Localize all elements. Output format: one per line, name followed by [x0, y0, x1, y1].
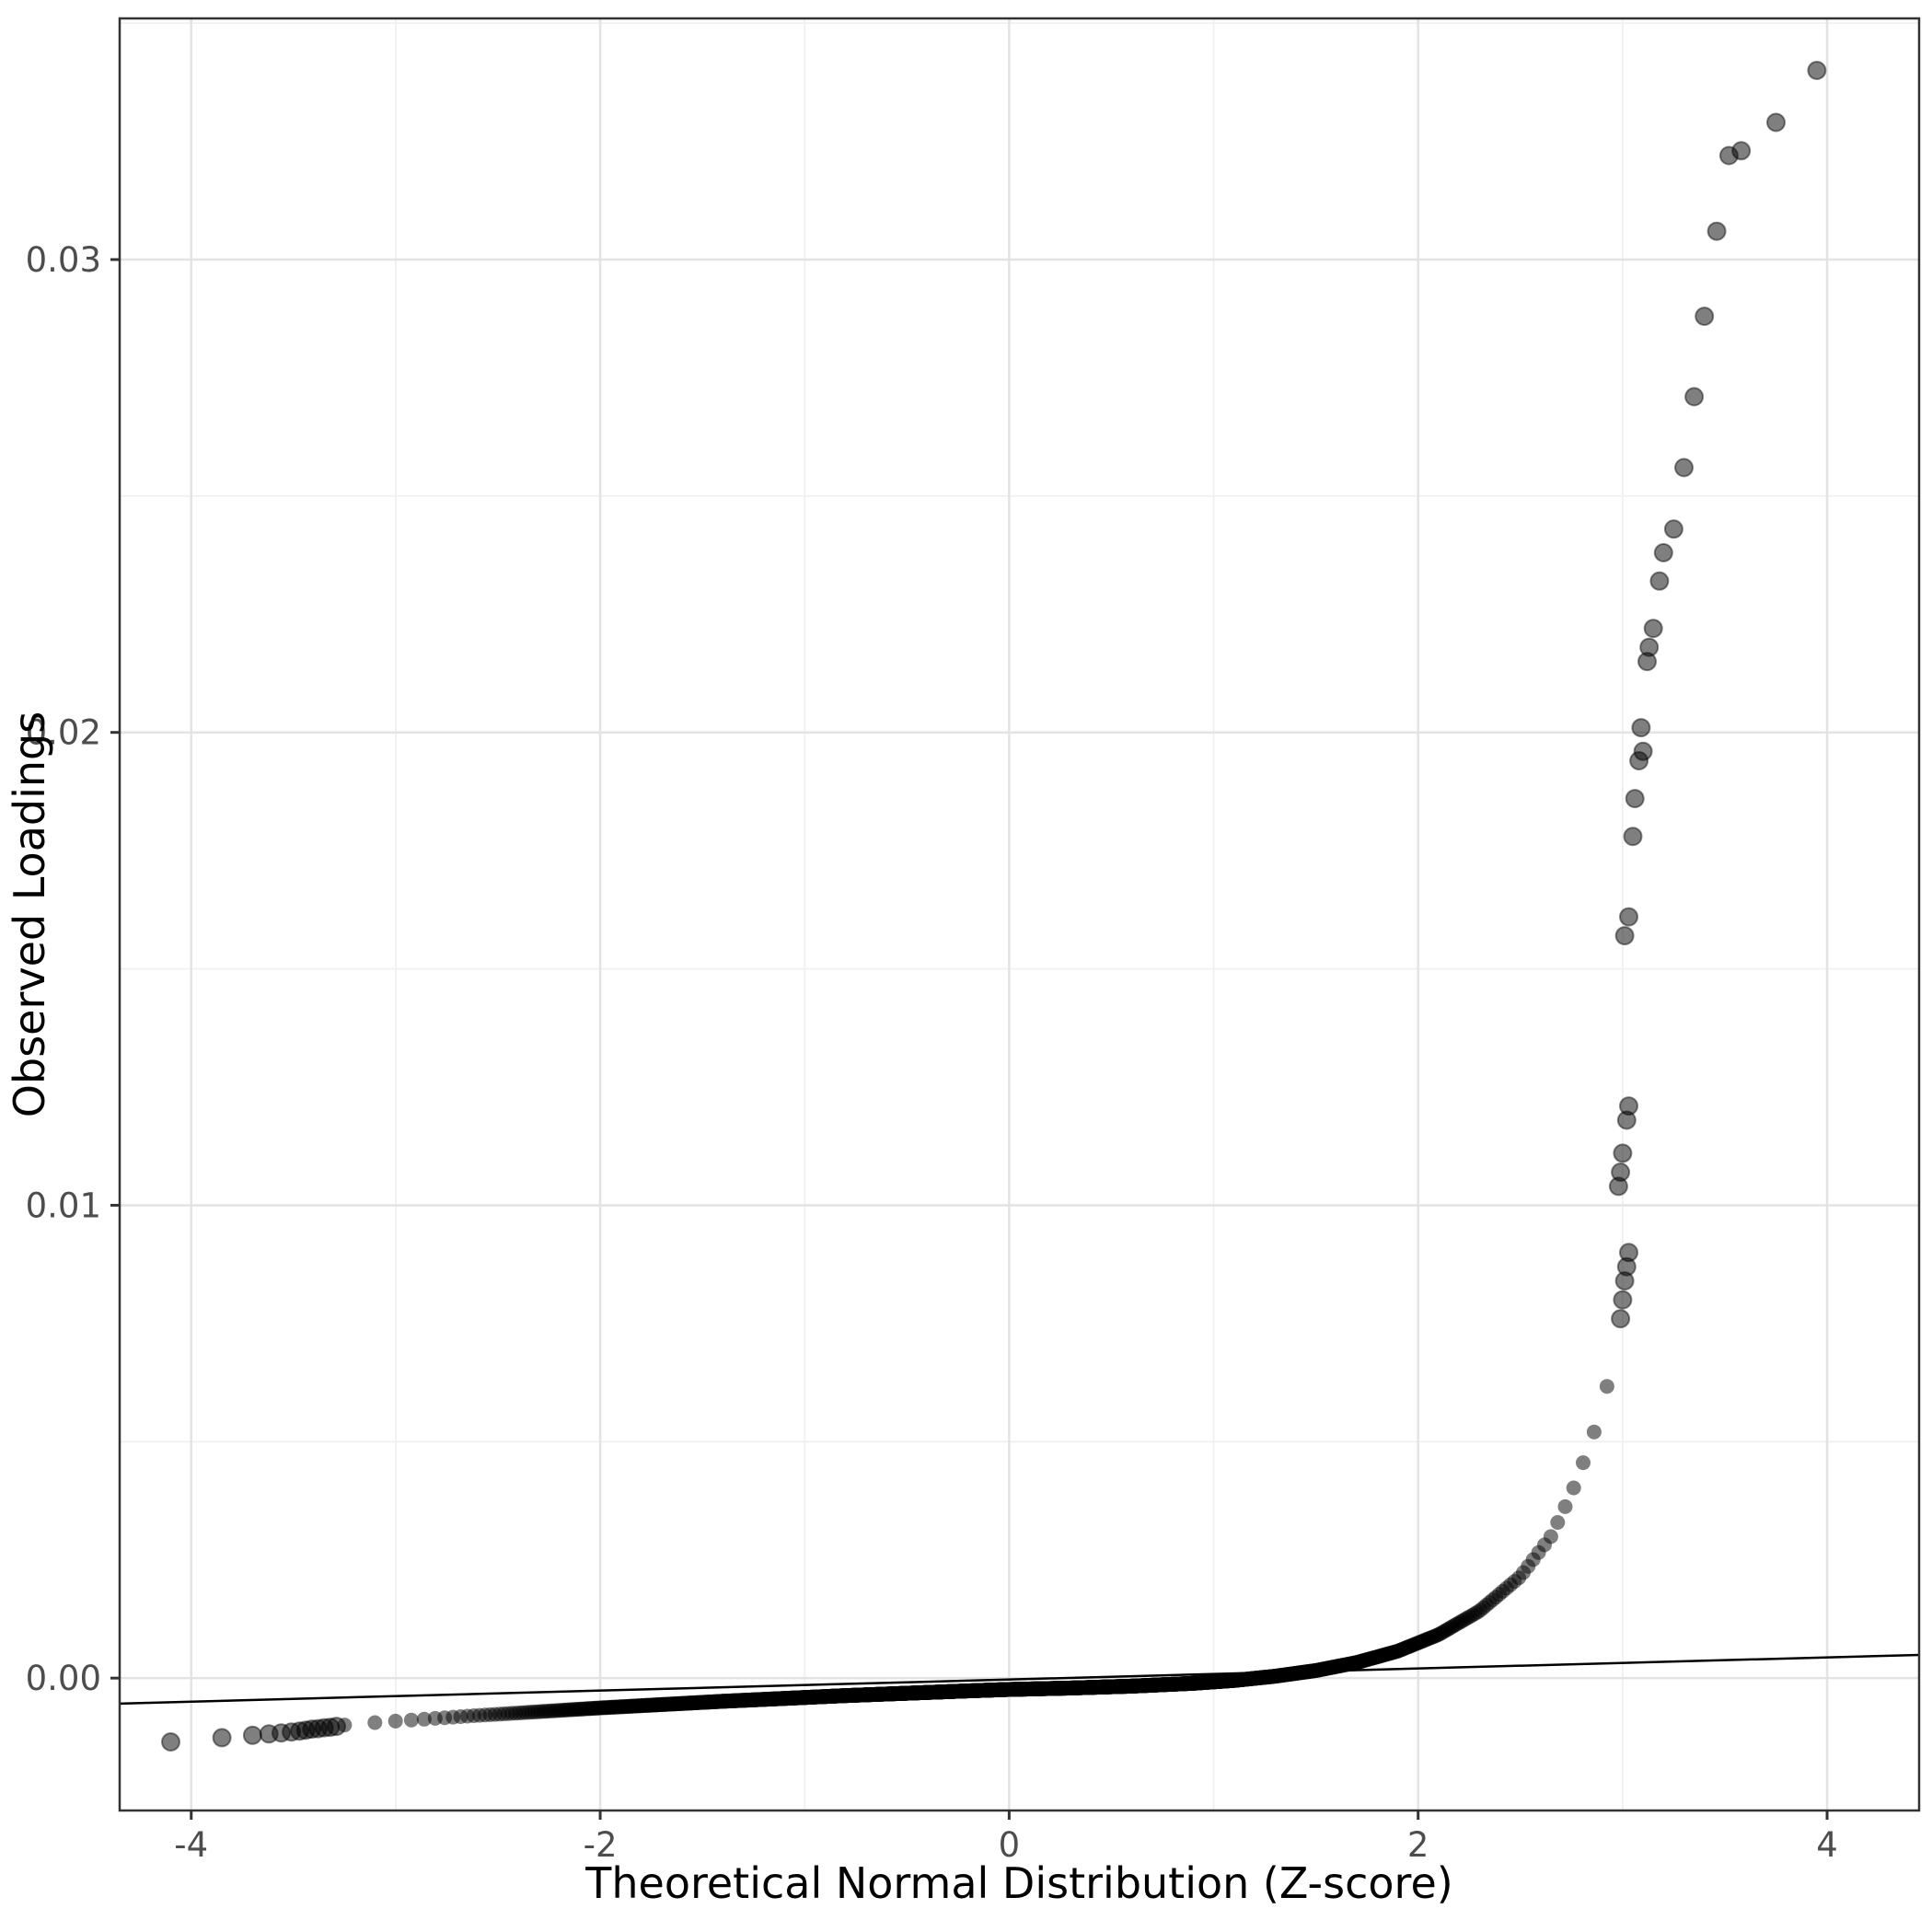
data-point	[1613, 1143, 1633, 1163]
left-tail-points	[161, 1717, 346, 1752]
x-tick-label: -4	[174, 1825, 208, 1865]
data-point	[388, 1713, 403, 1729]
data-point	[1557, 1498, 1573, 1514]
data-point	[1614, 926, 1635, 946]
data-point	[1619, 1096, 1638, 1116]
data-point	[1649, 571, 1670, 591]
data-point	[1625, 789, 1645, 809]
x-tick-label: 0	[999, 1825, 1021, 1865]
x-tick-label: -2	[584, 1825, 618, 1865]
data-point	[1731, 141, 1752, 161]
data-point	[1663, 519, 1683, 539]
data-point	[416, 1711, 432, 1727]
data-point	[1586, 1424, 1602, 1440]
outlier-points	[1608, 61, 1827, 1329]
data-point	[1643, 619, 1663, 639]
x-axis-title: Theoretical Normal Distribution (Z-score…	[584, 1858, 1452, 1908]
data-point	[1639, 637, 1660, 657]
data-point	[1599, 1379, 1614, 1394]
data-point	[1543, 1529, 1558, 1544]
data-point	[367, 1715, 383, 1730]
x-axis-ticks: -4 -2 0 2 4	[174, 1811, 1838, 1865]
reference-line	[119, 1653, 1920, 1706]
data-point	[212, 1728, 232, 1748]
y-axis-ticks: 0.00 0.01 0.02 0.03	[26, 240, 120, 1698]
data-point	[1611, 1163, 1631, 1182]
data-point	[403, 1712, 419, 1728]
y-tick-label: 0.03	[26, 240, 101, 280]
data-point	[1684, 387, 1705, 407]
dense-points	[337, 1379, 1614, 1733]
data-point	[327, 1717, 346, 1737]
major-gridlines	[120, 18, 1919, 1811]
y-tick-label: 0.00	[26, 1659, 101, 1698]
plot-panel-border	[118, 17, 1921, 1812]
minor-gridlines	[120, 18, 1919, 1811]
data-point	[1550, 1515, 1566, 1530]
data-point	[1611, 1309, 1631, 1329]
data-point	[1619, 1243, 1638, 1263]
data-point	[1566, 1480, 1581, 1496]
data-point	[1807, 61, 1827, 80]
data-point	[1613, 1290, 1633, 1310]
data-point	[242, 1725, 262, 1745]
data-point	[1623, 827, 1643, 847]
x-tick-label: 4	[1816, 1825, 1838, 1865]
data-point	[1633, 741, 1653, 761]
data-point	[1631, 718, 1651, 738]
data-point	[1576, 1455, 1591, 1471]
y-tick-label: 0.02	[26, 713, 101, 753]
data-point	[1674, 457, 1694, 478]
x-tick-label: 2	[1407, 1825, 1429, 1865]
data-point	[1653, 543, 1673, 562]
data-point	[1695, 307, 1715, 327]
y-tick-label: 0.01	[26, 1186, 101, 1225]
data-point	[1619, 907, 1638, 927]
data-point	[1706, 221, 1727, 241]
data-point	[1766, 112, 1786, 133]
y-axis-title: Observed Loadings	[5, 711, 54, 1117]
data-point	[161, 1732, 180, 1752]
